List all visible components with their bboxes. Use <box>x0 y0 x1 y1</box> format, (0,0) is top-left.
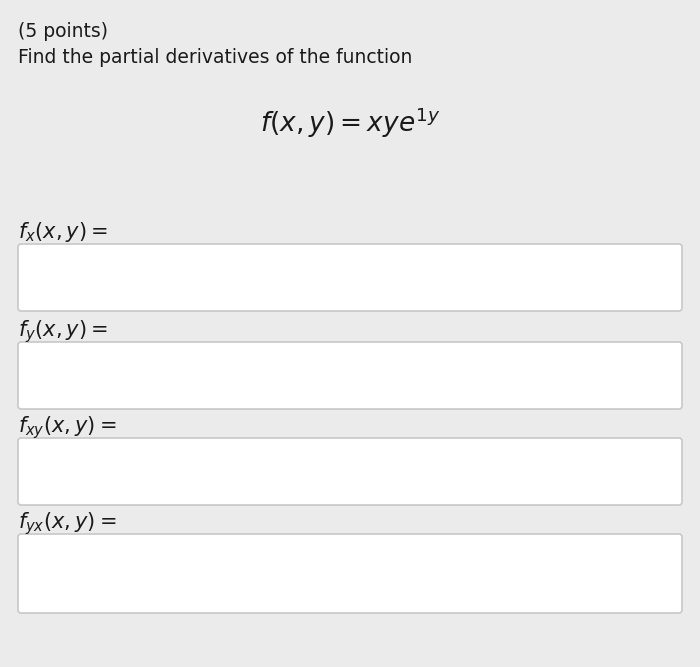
Text: $f_{yx}(x, y) =$: $f_{yx}(x, y) =$ <box>18 510 116 537</box>
Text: Find the partial derivatives of the function: Find the partial derivatives of the func… <box>18 48 412 67</box>
Text: $f(x, y) = xye^{1y}$: $f(x, y) = xye^{1y}$ <box>260 105 440 139</box>
FancyBboxPatch shape <box>18 438 682 505</box>
Text: $f_y(x, y) =$: $f_y(x, y) =$ <box>18 318 108 345</box>
Text: (5 points): (5 points) <box>18 22 108 41</box>
FancyBboxPatch shape <box>18 534 682 613</box>
FancyBboxPatch shape <box>18 342 682 409</box>
Text: $f_{xy}(x, y) =$: $f_{xy}(x, y) =$ <box>18 414 116 441</box>
Text: $f_x(x, y) =$: $f_x(x, y) =$ <box>18 220 108 244</box>
FancyBboxPatch shape <box>18 244 682 311</box>
